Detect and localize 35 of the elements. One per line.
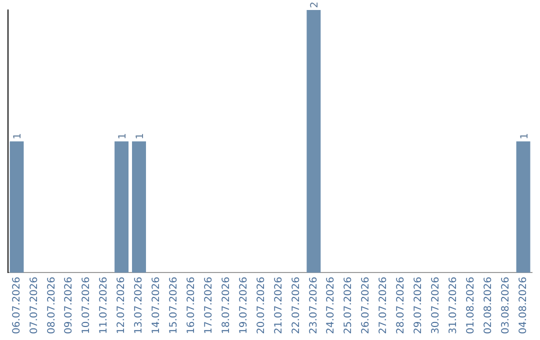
- x-tick-label: 19.07.2026: [238, 276, 250, 334]
- x-tick-label: 12.07.2026: [116, 276, 128, 334]
- data-label: 1: [135, 132, 146, 140]
- x-tick-label: 13.07.2026: [134, 276, 145, 334]
- x-tick-label: 18.07.2026: [220, 276, 232, 334]
- x-tick-label: 24.07.2026: [326, 276, 337, 334]
- x-tick-label: 26.07.2026: [360, 276, 372, 334]
- x-tick-label: 04.08.2026: [518, 276, 529, 334]
- data-label: 1: [118, 132, 129, 140]
- x-tick-label: 08.07.2026: [46, 276, 58, 334]
- x-tick-label: 01.08.2026: [465, 276, 476, 334]
- data-label: 1: [12, 132, 24, 140]
- x-tick-label: 27.07.2026: [378, 276, 390, 334]
- x-tick-label: 22.07.2026: [290, 276, 302, 334]
- x-tick-label: 03.08.2026: [500, 276, 512, 334]
- x-tick-label: 11.07.2026: [98, 276, 110, 334]
- x-tick-label: 07.07.2026: [28, 276, 40, 334]
- x-tick-label: 15.07.2026: [168, 276, 180, 334]
- x-tick-label: 20.07.2026: [256, 276, 267, 334]
- data-label: 1: [519, 132, 530, 140]
- x-tick-label: 16.07.2026: [186, 276, 197, 334]
- x-tick-label: 02.08.2026: [482, 276, 494, 334]
- x-tick-label: 25.07.2026: [343, 276, 354, 334]
- x-tick-label: 17.07.2026: [203, 276, 214, 334]
- data-label: 2: [310, 2, 321, 8]
- x-tick-label: 23.07.2026: [308, 276, 320, 334]
- x-tick-label: 21.07.2026: [273, 276, 284, 334]
- x-tick-label: 29.07.2026: [413, 276, 424, 334]
- x-tick-label: 28.07.2026: [396, 276, 407, 334]
- x-tick-label: 10.07.2026: [81, 276, 92, 334]
- x-tick-label: 14.07.2026: [151, 276, 162, 334]
- x-tick-label: 09.07.2026: [64, 276, 75, 334]
- x-tick-label: 06.07.2026: [11, 276, 22, 334]
- x-tick-label: 31.07.2026: [448, 276, 459, 334]
- x-tick-label: 30.07.2026: [430, 276, 442, 334]
